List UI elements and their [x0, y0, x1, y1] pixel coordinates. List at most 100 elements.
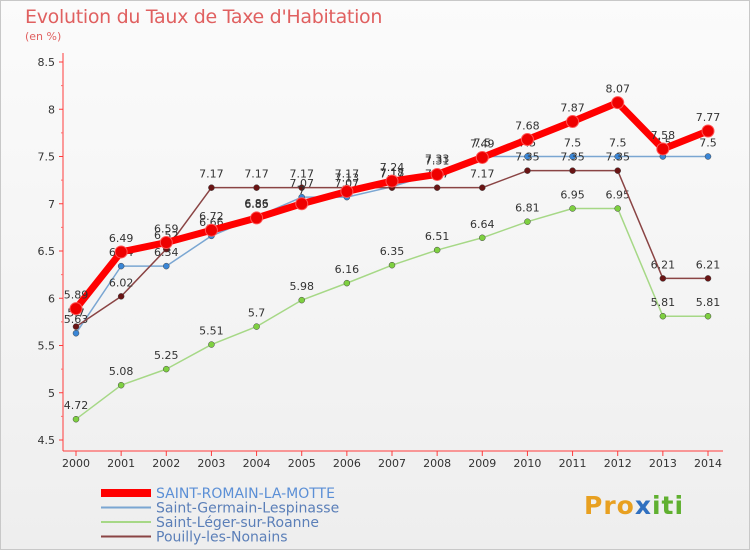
- logo-part: iti: [651, 491, 685, 520]
- legend-label: Saint-Léger-sur-Roanne: [156, 515, 319, 531]
- x-tick-label: 2004: [243, 457, 271, 470]
- x-tick-label: 2011: [559, 457, 587, 470]
- data-label: 5.25: [154, 349, 179, 362]
- data-label: 7.35: [515, 151, 540, 164]
- data-point: [72, 323, 80, 330]
- data-point: [340, 184, 354, 198]
- x-tick-label: 2014: [694, 457, 722, 470]
- data-label: 6.21: [651, 258, 676, 271]
- data-point: [569, 167, 576, 174]
- legend-label: Pouilly-les-Nonains: [156, 530, 288, 546]
- x-tick-label: 2013: [649, 457, 677, 470]
- data-label: 6.86: [244, 197, 269, 210]
- x-tick-label: 2007: [378, 457, 406, 470]
- data-label: 7.5: [699, 137, 717, 150]
- data-point: [163, 262, 170, 270]
- data-point: [117, 262, 125, 270]
- data-point: [295, 197, 309, 211]
- data-point: [524, 167, 531, 174]
- data-label: 7.49: [470, 137, 495, 150]
- data-point: [569, 153, 576, 160]
- data-label: 5.81: [696, 296, 721, 309]
- data-label: 6.64: [470, 218, 495, 231]
- y-tick-label: 7.5: [38, 151, 56, 164]
- data-point: [704, 275, 712, 282]
- data-label: 7.35: [605, 151, 630, 164]
- data-point: [208, 184, 215, 191]
- data-point: [659, 275, 667, 282]
- data-label: 6.21: [696, 258, 721, 271]
- data-label: 7.5: [474, 137, 492, 150]
- data-label: 7.5: [564, 137, 582, 150]
- x-tick-label: 2006: [333, 457, 361, 470]
- data-label: 6.59: [154, 222, 179, 235]
- data-point: [117, 293, 125, 300]
- data-label: 6.49: [109, 232, 134, 245]
- data-label: 7.17: [244, 168, 269, 181]
- data-point: [566, 115, 580, 129]
- y-tick-label: 6: [48, 292, 55, 305]
- data-point: [117, 381, 125, 389]
- data-point: [159, 235, 173, 249]
- data-label: 7.07: [289, 177, 314, 190]
- data-point: [250, 211, 264, 225]
- data-point: [524, 153, 531, 160]
- x-tick-label: 2005: [288, 457, 316, 470]
- data-point: [569, 205, 576, 212]
- data-label: 6.81: [515, 202, 540, 215]
- logo-part: Pro: [584, 491, 635, 520]
- data-point: [433, 246, 441, 254]
- data-label: 6.35: [380, 245, 405, 258]
- series-2: 4.72 5.08 5.25 5.51 5.7 5.98 6.16 6.35 6.51 6.64 6…: [64, 188, 721, 423]
- data-point: [208, 341, 215, 348]
- data-label: 7.17: [199, 168, 224, 181]
- data-point: [385, 174, 399, 188]
- data-label: 8.07: [605, 83, 630, 96]
- data-point: [704, 312, 712, 320]
- data-label: 6.16: [335, 263, 360, 276]
- y-tick-label: 5.5: [38, 340, 56, 353]
- x-tick-label: 2012: [604, 457, 632, 470]
- series-3: 5.76.026.527.177.177.177.177.177.177.177…: [67, 151, 720, 330]
- data-label: 7.18: [380, 167, 405, 180]
- data-point: [479, 184, 486, 191]
- x-tick-label: 2000: [62, 457, 90, 470]
- data-point: [163, 365, 170, 373]
- data-point: [72, 329, 80, 337]
- data-label: 7.5: [609, 137, 627, 150]
- data-point: [253, 323, 260, 330]
- data-point: [253, 184, 260, 191]
- y-tick-label: 5: [48, 387, 55, 400]
- data-point: [704, 153, 712, 160]
- data-label: 7.77: [696, 111, 721, 124]
- data-label: 7.17: [289, 168, 314, 181]
- x-tick-label: 2009: [468, 457, 496, 470]
- data-point: [524, 218, 531, 225]
- legend-label: Saint-Germain-Lespinasse: [156, 501, 339, 517]
- data-label: 7: [298, 184, 305, 197]
- data-point: [475, 150, 489, 164]
- data-point: [114, 245, 128, 259]
- data-label: 5.81: [651, 296, 676, 309]
- data-label: 7.24: [380, 161, 405, 174]
- x-tick-label: 2002: [152, 457, 180, 470]
- data-label: 5.51: [199, 325, 224, 338]
- data-label: 5.7: [248, 307, 266, 320]
- data-point: [430, 167, 444, 181]
- chart-title: Evolution du Taux de Taxe d'Habitation: [25, 6, 383, 28]
- data-label: 5.98: [289, 280, 314, 293]
- data-point: [611, 96, 625, 110]
- data-label: 7.17: [470, 168, 495, 181]
- data-label: 6.51: [425, 230, 450, 243]
- data-point: [520, 132, 534, 146]
- series-0: 5.89 6.49 6.59 6.72 6.85 7 7.13 7.24 7.31 7.49 7.6…: [64, 83, 721, 316]
- data-label: 7.33: [425, 153, 450, 166]
- data-label: 7.31: [425, 154, 450, 167]
- data-point: [614, 153, 621, 160]
- data-label: 7.58: [651, 129, 676, 142]
- y-tick-label: 7: [48, 198, 55, 211]
- x-tick-label: 2008: [423, 457, 451, 470]
- x-tick-label: 2010: [513, 457, 541, 470]
